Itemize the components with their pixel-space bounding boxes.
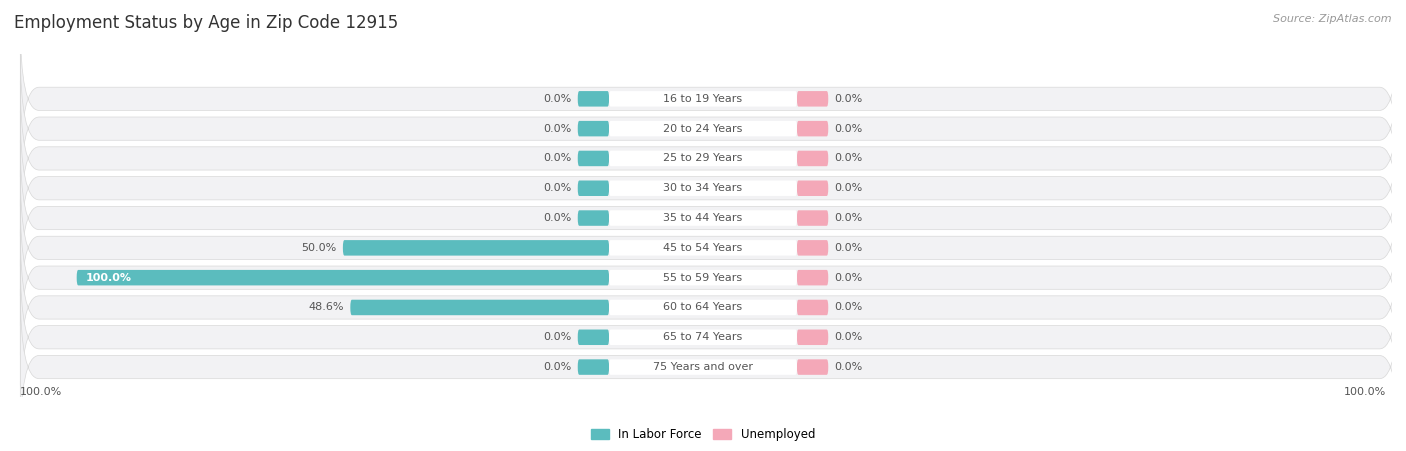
FancyBboxPatch shape [797, 121, 828, 136]
FancyBboxPatch shape [609, 121, 797, 136]
FancyBboxPatch shape [797, 180, 828, 196]
FancyBboxPatch shape [797, 240, 828, 256]
Text: 25 to 29 Years: 25 to 29 Years [664, 153, 742, 163]
Text: 50.0%: 50.0% [301, 243, 336, 253]
FancyBboxPatch shape [20, 110, 1398, 266]
Text: 0.0%: 0.0% [835, 332, 863, 342]
Text: 0.0%: 0.0% [543, 153, 571, 163]
FancyBboxPatch shape [609, 180, 797, 196]
FancyBboxPatch shape [343, 240, 609, 256]
Text: 0.0%: 0.0% [835, 243, 863, 253]
Text: 100.0%: 100.0% [20, 387, 63, 397]
FancyBboxPatch shape [20, 51, 1398, 207]
FancyBboxPatch shape [578, 151, 609, 166]
Text: 20 to 24 Years: 20 to 24 Years [664, 124, 742, 133]
Text: 30 to 34 Years: 30 to 34 Years [664, 183, 742, 193]
FancyBboxPatch shape [350, 300, 609, 315]
Text: 0.0%: 0.0% [835, 362, 863, 372]
Text: 35 to 44 Years: 35 to 44 Years [664, 213, 742, 223]
Text: 55 to 59 Years: 55 to 59 Years [664, 273, 742, 283]
Text: 48.6%: 48.6% [308, 303, 344, 313]
FancyBboxPatch shape [20, 21, 1398, 177]
Text: 0.0%: 0.0% [835, 213, 863, 223]
Text: 0.0%: 0.0% [835, 94, 863, 104]
Text: 0.0%: 0.0% [835, 303, 863, 313]
FancyBboxPatch shape [578, 91, 609, 106]
FancyBboxPatch shape [20, 289, 1398, 445]
FancyBboxPatch shape [797, 270, 828, 285]
FancyBboxPatch shape [20, 140, 1398, 296]
FancyBboxPatch shape [609, 300, 797, 315]
FancyBboxPatch shape [578, 210, 609, 226]
Text: 0.0%: 0.0% [543, 124, 571, 133]
FancyBboxPatch shape [797, 210, 828, 226]
Text: Source: ZipAtlas.com: Source: ZipAtlas.com [1274, 14, 1392, 23]
FancyBboxPatch shape [797, 300, 828, 315]
FancyBboxPatch shape [609, 151, 797, 166]
FancyBboxPatch shape [20, 259, 1398, 415]
FancyBboxPatch shape [77, 270, 609, 285]
Text: 0.0%: 0.0% [835, 273, 863, 283]
FancyBboxPatch shape [578, 121, 609, 136]
Text: 65 to 74 Years: 65 to 74 Years [664, 332, 742, 342]
FancyBboxPatch shape [20, 81, 1398, 236]
Text: 100.0%: 100.0% [1343, 387, 1386, 397]
FancyBboxPatch shape [609, 210, 797, 226]
Text: 60 to 64 Years: 60 to 64 Years [664, 303, 742, 313]
Text: 0.0%: 0.0% [835, 183, 863, 193]
FancyBboxPatch shape [797, 91, 828, 106]
Text: 16 to 19 Years: 16 to 19 Years [664, 94, 742, 104]
FancyBboxPatch shape [797, 151, 828, 166]
FancyBboxPatch shape [578, 359, 609, 375]
FancyBboxPatch shape [20, 170, 1398, 326]
FancyBboxPatch shape [609, 359, 797, 375]
Text: 0.0%: 0.0% [543, 94, 571, 104]
Text: 0.0%: 0.0% [543, 362, 571, 372]
FancyBboxPatch shape [20, 230, 1398, 385]
FancyBboxPatch shape [578, 330, 609, 345]
Text: 0.0%: 0.0% [543, 332, 571, 342]
Legend: In Labor Force, Unemployed: In Labor Force, Unemployed [586, 423, 820, 446]
Text: 0.0%: 0.0% [835, 124, 863, 133]
FancyBboxPatch shape [609, 240, 797, 256]
Text: Employment Status by Age in Zip Code 12915: Employment Status by Age in Zip Code 129… [14, 14, 398, 32]
FancyBboxPatch shape [609, 270, 797, 285]
FancyBboxPatch shape [20, 200, 1398, 355]
Text: 100.0%: 100.0% [86, 273, 132, 283]
FancyBboxPatch shape [609, 91, 797, 106]
FancyBboxPatch shape [578, 180, 609, 196]
FancyBboxPatch shape [609, 330, 797, 345]
Text: 45 to 54 Years: 45 to 54 Years [664, 243, 742, 253]
FancyBboxPatch shape [797, 330, 828, 345]
Text: 0.0%: 0.0% [543, 213, 571, 223]
Text: 0.0%: 0.0% [835, 153, 863, 163]
FancyBboxPatch shape [797, 359, 828, 375]
Text: 75 Years and over: 75 Years and over [652, 362, 754, 372]
Text: 0.0%: 0.0% [543, 183, 571, 193]
